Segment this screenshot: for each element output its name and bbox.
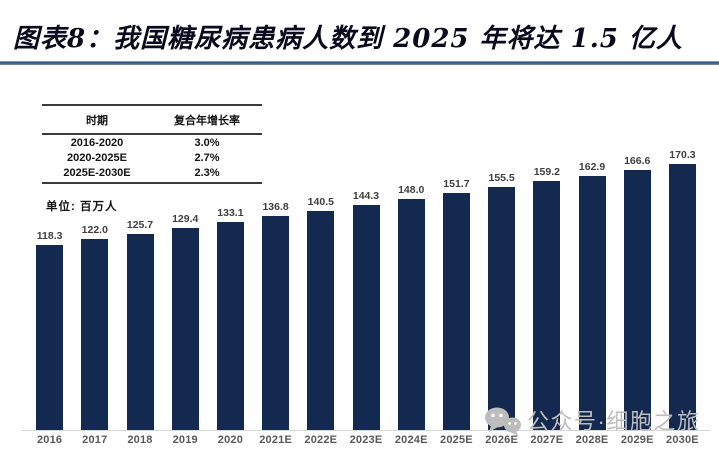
bar-value-label: 148.0: [398, 184, 425, 196]
x-axis-tick-label: 2020: [217, 434, 244, 446]
bar: [36, 245, 64, 430]
x-axis-tick-label: 2030E: [666, 434, 699, 446]
cagr-table: 时期 复合年增长率 2016-2020 3.0% 2020-2025E 2.7% 202…: [42, 104, 262, 184]
x-axis-tick-label: 2029E: [620, 434, 654, 446]
cagr-rate-cell: 3.0%: [194, 136, 220, 149]
bar-value-label: 118.3: [36, 230, 63, 242]
cagr-table-row: 2020-2025E 2.7%: [42, 150, 262, 165]
bar-column: 148.0: [389, 184, 434, 430]
bar: [623, 170, 651, 430]
bar: [216, 222, 244, 430]
bar-column: 125.7: [117, 219, 162, 430]
x-axis-tick-label: 2019: [172, 434, 198, 446]
x-axis-tick-label: 2024E: [394, 434, 428, 446]
bar: [488, 187, 516, 430]
bar-column: 133.1: [208, 207, 253, 430]
bar: [307, 211, 335, 430]
cagr-period-cell: 2020-2025E: [67, 151, 127, 164]
bar-column: 122.0: [72, 224, 117, 430]
bar: [262, 216, 290, 430]
bar: [352, 205, 380, 430]
x-axis-tick-label: 2026E: [485, 434, 519, 446]
x-axis-tick-label: 2017: [82, 434, 108, 446]
x-axis-tick-label: 2027E: [530, 434, 564, 446]
bar: [533, 181, 561, 430]
bar-value-label: 140.5: [307, 196, 334, 208]
bar-plot-area: 118.3 122.0 125.7 129.4 133.1 136.8 140.5 144.3…: [27, 148, 705, 430]
bar-value-label: 125.7: [126, 219, 154, 231]
bar-column: 155.5: [479, 172, 524, 430]
bar-value-label: 159.2: [533, 166, 560, 178]
watermark-text: 公众号·细胞之旅: [527, 408, 701, 434]
bar: [578, 176, 606, 430]
cagr-header-rate: 复合年增长率: [152, 104, 262, 135]
watermark: 公众号·细胞之旅: [484, 406, 700, 437]
bar-column: 159.2: [524, 166, 569, 430]
x-axis-tick-label: 2021E: [259, 434, 293, 446]
cagr-rate-cell: 2.7%: [194, 151, 220, 164]
x-axis-labels: 2016 2017 2018 2019 2020 2021E 2022E 2023E 2024E…: [27, 434, 705, 446]
bar: [81, 239, 109, 430]
bar-value-label: 162.9: [578, 161, 606, 173]
bar-value-label: 122.0: [81, 224, 108, 236]
x-axis-tick-label: 2028E: [575, 434, 609, 446]
x-axis-tick-label: 2016: [36, 434, 63, 446]
bar-column: 136.8: [253, 201, 298, 430]
bar: [397, 199, 425, 430]
bar-column: 162.9: [569, 161, 614, 430]
x-axis-tick-label: 2018: [127, 434, 153, 446]
unit-label: 单位: 百万人: [46, 201, 118, 213]
bar: [126, 234, 154, 430]
bar-column: 129.4: [163, 213, 208, 430]
bar-value-label: 129.4: [172, 213, 199, 225]
cagr-period-cell: 2016-2020: [70, 136, 124, 149]
cagr-period-cell: 2025E-2030E: [42, 165, 152, 184]
bar-value-label: 133.1: [217, 207, 244, 219]
x-axis-tick-label: 2025E: [440, 434, 473, 446]
bar-value-label: 166.6: [624, 155, 651, 167]
cagr-table-row: 2016-2020 3.0%: [42, 134, 262, 150]
bar-value-label: 155.5: [488, 172, 515, 184]
cagr-table-row: 2025E-2030E 2.3%: [42, 165, 262, 184]
bar-column: 140.5: [298, 196, 343, 430]
x-axis-line: [22, 430, 710, 431]
bar-column: 170.3: [660, 149, 705, 430]
wechat-icon: [485, 407, 521, 436]
bar-value-label: 136.8: [262, 201, 289, 213]
cagr-rate-cell: 2.3%: [152, 165, 262, 184]
cagr-table-header-row: 时期 复合年增长率: [42, 104, 262, 135]
bar-column: 144.3: [343, 190, 388, 430]
bar-column: 151.7: [434, 178, 479, 430]
bar-value-label: 170.3: [669, 149, 696, 161]
bar-value-label: 144.3: [352, 190, 380, 202]
x-axis-tick-label: 2023E: [349, 434, 383, 446]
figure-title: 图表8：我国糖尿病患病人数到 2025 年将达 1.5 亿人: [13, 24, 683, 54]
title-divider: [0, 61, 719, 65]
bar-column: 118.3: [27, 230, 72, 430]
x-axis-tick-label: 2022E: [304, 434, 338, 446]
bar: [171, 228, 199, 430]
bar: [668, 164, 696, 430]
bar-value-label: 151.7: [443, 178, 470, 190]
cagr-header-period: 时期: [42, 104, 152, 135]
bar: [442, 193, 470, 430]
bar-column: 166.6: [615, 155, 660, 430]
